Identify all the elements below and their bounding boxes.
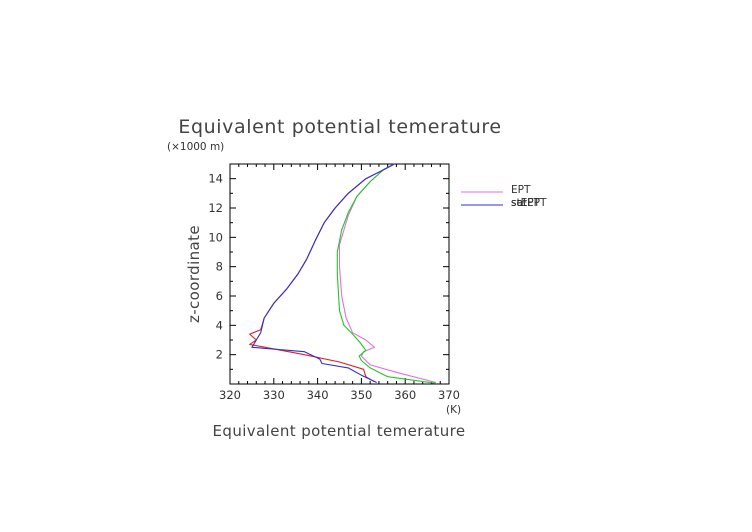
y-tick-label: 14 xyxy=(208,172,223,186)
chart-title: Equivalent potential temerature xyxy=(178,116,501,138)
y-tick-label: 2 xyxy=(216,348,223,362)
x-axis-unit: (K) xyxy=(446,404,461,416)
y-axis-unit: (×1000 m) xyxy=(167,141,224,153)
x-tick-label: 340 xyxy=(307,388,329,402)
series-line-set xyxy=(336,163,436,384)
series-line-stEPT xyxy=(251,163,395,383)
y-tick-label: 4 xyxy=(216,318,223,332)
y-axis-label: z-coordinate xyxy=(185,225,203,323)
series-layer xyxy=(249,163,437,384)
legend-label-EPT: EPT xyxy=(511,184,531,196)
x-tick-label: 320 xyxy=(219,388,241,402)
x-axis-label: Equivalent potential temerature xyxy=(213,422,466,440)
x-tick-label: 350 xyxy=(350,388,372,402)
x-tick-label: 360 xyxy=(394,388,416,402)
plot-frame xyxy=(229,163,450,385)
x-tick-label: 330 xyxy=(263,388,285,402)
axes: 320 330 340 350 360 370 2 4 6 8 10 12 14 xyxy=(208,163,460,402)
series-line-satEPT xyxy=(338,163,437,384)
x-tick-label: 370 xyxy=(438,388,460,402)
y-tick-label: 6 xyxy=(216,289,223,303)
y-tick-label: 12 xyxy=(208,201,223,215)
legend-label-stEPT: stEPT xyxy=(511,197,541,209)
y-tick-label: 10 xyxy=(208,230,223,244)
legend-label-set: set xyxy=(511,197,527,209)
legend-label-satEPT: satEPT xyxy=(511,197,547,209)
y-tick-label: 8 xyxy=(216,260,223,274)
